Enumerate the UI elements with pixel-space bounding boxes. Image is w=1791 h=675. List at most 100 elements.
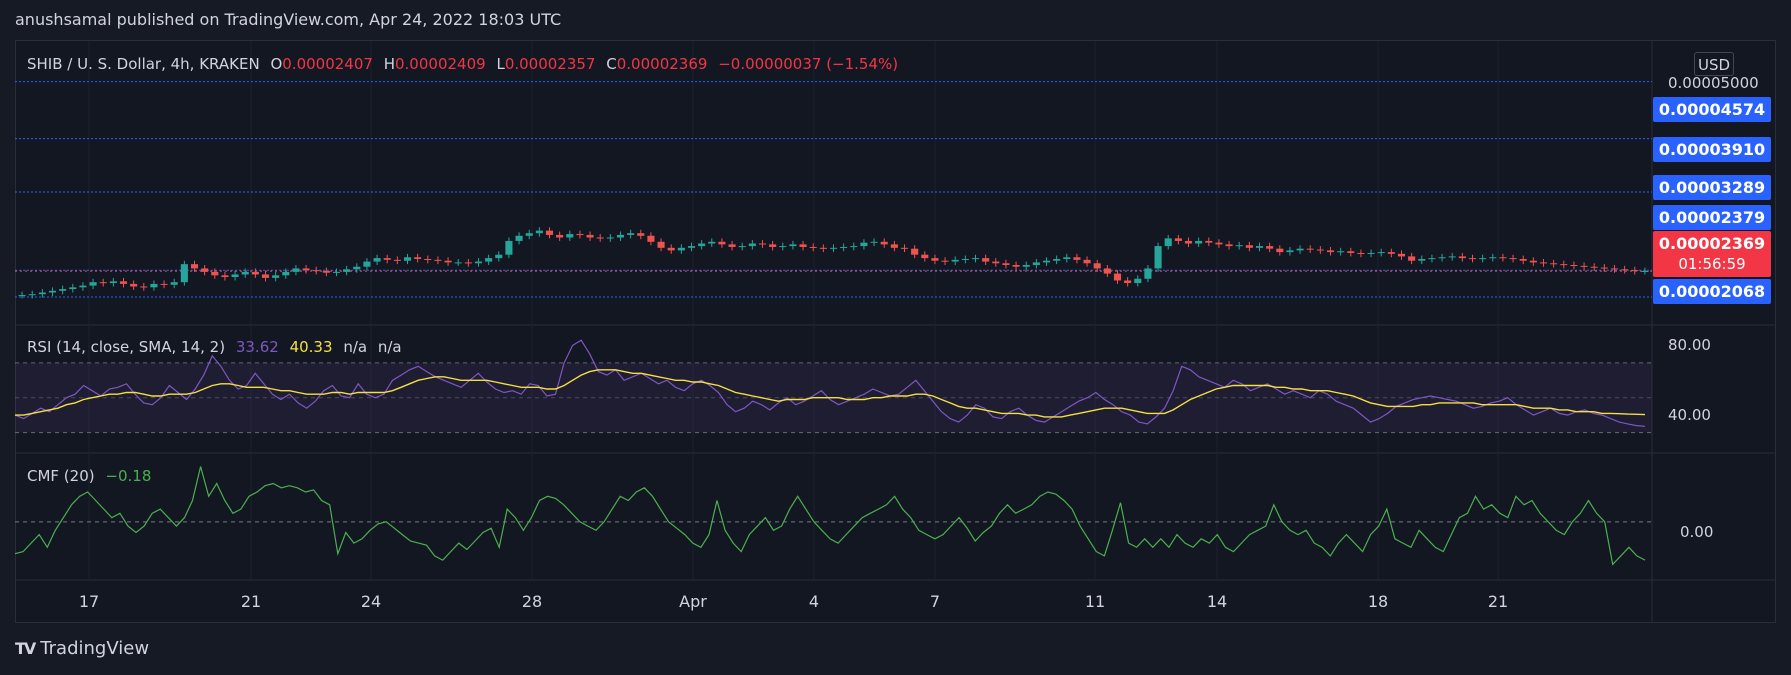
price-level-label: 0.00003289 [1653,175,1771,200]
candle-body [1347,251,1355,253]
x-axis-label: 4 [808,592,820,611]
close-value: 0.00002369 [616,55,708,73]
candle-body [1215,242,1223,245]
candle-body [951,259,959,262]
candle-body [850,246,858,248]
candle-body [1519,258,1527,261]
candle-body [383,258,391,260]
candle-body [698,243,706,247]
candle-body [941,260,949,262]
candle-body [525,233,533,236]
candle-body [606,237,614,239]
candle-body [1367,252,1375,254]
candle-body [1002,263,1010,265]
candle-body [1570,265,1578,266]
cmf-label[interactable]: CMF (20) [27,467,95,485]
candle-body [1377,252,1385,254]
currency-button[interactable]: USD [1694,52,1734,76]
candle-body [312,270,320,272]
rsi-axis-tick: 40.00 [1668,406,1711,424]
candle-body [647,235,655,242]
candle-body [1103,268,1111,274]
candle-body [505,240,513,255]
candle-body [1397,253,1406,257]
low-label: L [496,55,505,73]
candle-body [1225,244,1233,247]
candle-body [403,257,412,261]
price-level-label: 0.00004574 [1653,97,1771,122]
candle-body [414,257,422,259]
candle-body [1621,269,1629,271]
candle-body [1458,256,1466,259]
candle-body [829,247,838,249]
candle-body [353,266,361,270]
open-value: 0.00002407 [282,55,373,73]
candle-body [1306,248,1314,250]
candle-body [535,230,543,234]
candle-body [566,234,574,238]
candle-body [1174,238,1182,241]
candle-body [99,282,107,284]
x-axis-label: 24 [360,592,382,611]
candle-body [251,271,259,275]
candle-body [1042,260,1051,263]
candle-body [900,247,909,249]
candle-body [1022,265,1030,267]
publish-header: anushsamal published on TradingView.com,… [15,10,562,29]
candle-body [170,282,178,285]
candle-body [890,244,898,248]
candle-body [444,260,452,263]
candle-body [485,258,493,262]
x-axis-label: 17 [78,592,100,611]
candle-body [1113,273,1122,281]
candle-body [48,290,57,293]
candle-body [282,271,290,276]
tradingview-logo[interactable]: TV TradingView [15,638,149,659]
candle-body [1641,271,1649,273]
candle-body [272,275,280,278]
x-axis-label: 21 [240,592,262,611]
candle-body [1266,246,1274,249]
tradingview-logo-text: TradingView [40,638,150,659]
candle-body [292,268,300,272]
price-level-label: 0.00003910 [1653,137,1771,162]
candle-body [799,244,807,247]
candle-body [1580,265,1588,267]
candle-body [596,237,604,239]
rsi-label[interactable]: RSI (14, close, SMA, 14, 2) [27,338,226,356]
rsi-line [14,339,1646,427]
high-value: 0.00002409 [395,55,486,73]
candle-body [1073,257,1081,260]
candle-body [434,259,442,261]
candle-body [819,247,827,249]
candle-body [586,234,594,238]
price-axis-top-tick: 0.00005000 [1668,74,1759,92]
candle-body [373,258,381,262]
candle-body [1550,263,1558,265]
candle-body [261,274,270,278]
chart-frame[interactable] [15,40,1776,623]
candle-body [1144,268,1152,279]
candle-body [1235,245,1243,247]
candle-body [1337,251,1345,253]
candle-body [221,275,229,278]
x-axis-label: Apr [679,592,707,611]
candle-body [190,264,199,269]
candle-body [616,234,625,238]
candle-body [1479,258,1487,260]
symbol-label[interactable]: SHIB / U. S. Dollar, 4h, KRAKEN [27,55,260,73]
candle-body [1255,246,1264,248]
candle-body [1438,257,1446,259]
candle-body [464,262,472,264]
cmf-legend: CMF (20) −0.18 [27,467,157,485]
candle-body [758,243,767,245]
candle-body [779,246,787,248]
candle-body [982,258,990,262]
open-label: O [270,55,283,73]
candle-body [708,241,716,244]
candle-body [302,268,310,271]
candle-body [687,246,696,248]
rsi-na-2: n/a [377,338,402,356]
candle-body [840,246,848,248]
